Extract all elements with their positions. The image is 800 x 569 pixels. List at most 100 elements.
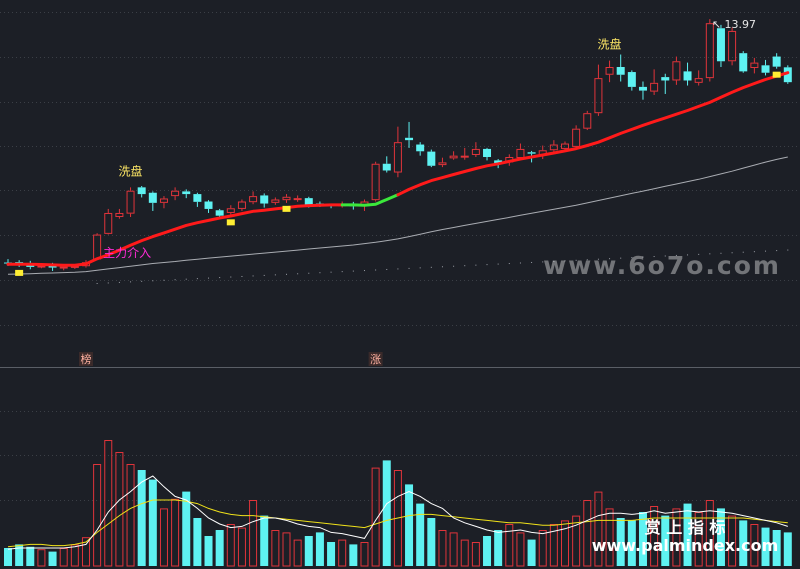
candle-body — [761, 65, 770, 73]
dotted-point — [497, 263, 499, 265]
volume-bar — [148, 479, 157, 566]
candle-body — [716, 28, 725, 62]
dotted-point — [553, 260, 555, 262]
dotted-point — [352, 270, 354, 272]
candle-body — [393, 142, 402, 173]
candle — [627, 70, 636, 91]
volume-bar — [271, 530, 280, 567]
volume-bar — [249, 500, 258, 567]
dotted-point — [787, 249, 789, 251]
dotted-point — [330, 271, 332, 273]
volume-bar — [15, 544, 24, 566]
dotted-point — [653, 256, 655, 258]
candle — [438, 157, 447, 168]
candle-body — [527, 152, 536, 154]
dotted-point — [597, 258, 599, 260]
dotted-point — [386, 268, 388, 270]
volume-bar — [460, 539, 469, 567]
volume-bar — [549, 524, 558, 567]
volume-bar — [215, 530, 224, 566]
candle-body — [271, 199, 280, 203]
signal-marker — [15, 269, 24, 276]
candle-body — [204, 201, 213, 209]
candle — [716, 24, 725, 67]
candle-body — [638, 86, 647, 91]
dotted-point — [185, 278, 187, 280]
volume-bar — [416, 503, 425, 566]
candle — [772, 53, 781, 69]
candle-body — [783, 67, 792, 83]
candle — [204, 200, 213, 213]
candle — [471, 142, 480, 158]
volume-bar — [538, 530, 547, 567]
candle-body — [772, 56, 781, 67]
candle — [616, 54, 625, 82]
candle — [193, 192, 202, 207]
candle-body — [460, 155, 469, 158]
candle — [605, 60, 614, 83]
candle-body — [449, 155, 458, 159]
volume-bar — [427, 518, 436, 566]
max-price-label: ↖ 13.97 — [712, 18, 756, 31]
signal-marker — [226, 219, 235, 226]
volume-bar — [650, 506, 659, 567]
volume-bar — [705, 500, 714, 567]
volume-bar — [338, 539, 347, 567]
annotation-label: 洗盘 — [598, 37, 622, 52]
candle-body — [627, 72, 636, 87]
volume-bar — [583, 500, 592, 567]
volume-bar — [449, 532, 458, 567]
volume-bar — [304, 536, 313, 566]
dotted-point — [698, 253, 700, 255]
dotted-point — [508, 263, 510, 265]
dotted-point — [219, 277, 221, 279]
volume-bar — [783, 532, 792, 566]
dotted-point — [542, 261, 544, 263]
candle-body — [137, 187, 146, 195]
volume-bar — [360, 542, 369, 567]
dotted-point — [776, 250, 778, 252]
dotted-point — [141, 280, 143, 282]
volume-bar — [182, 491, 191, 566]
candle — [483, 147, 492, 161]
volume-bar — [260, 515, 269, 566]
dotted-point — [319, 272, 321, 274]
dotted-point — [720, 252, 722, 254]
candle — [237, 199, 246, 211]
volume-bar — [4, 548, 12, 566]
dotted-point — [308, 272, 310, 274]
date-marker-label: 涨 — [370, 353, 381, 366]
candle — [661, 73, 670, 94]
candle — [449, 151, 458, 160]
candle-body — [561, 143, 569, 149]
signal-marker — [772, 71, 781, 78]
volume-bar — [48, 551, 57, 566]
candle — [271, 197, 280, 205]
candle — [171, 187, 180, 201]
volume-bar — [683, 503, 692, 566]
dotted-point — [664, 255, 666, 257]
volume-bar — [561, 520, 569, 567]
dotted-point — [675, 254, 677, 256]
dotted-point — [475, 264, 477, 266]
candle-body — [661, 77, 670, 81]
volume-bar — [594, 491, 603, 567]
candle — [750, 57, 759, 74]
candle-body — [182, 191, 191, 195]
volume-bar — [661, 515, 670, 566]
candle-body — [694, 78, 703, 83]
dotted-point — [241, 275, 243, 277]
candle-body — [583, 113, 592, 129]
candle-body — [572, 128, 581, 147]
volume-bar — [739, 520, 748, 566]
candle — [672, 56, 681, 85]
dotted-point — [687, 254, 689, 256]
volume-bar — [70, 544, 79, 567]
volume-bar — [438, 530, 447, 567]
volume-bar — [26, 546, 35, 566]
candle-body — [739, 53, 748, 72]
volume-bar — [126, 464, 135, 567]
dotted-point — [742, 251, 744, 253]
volume-bar — [193, 518, 202, 566]
dotted-point — [430, 266, 432, 268]
